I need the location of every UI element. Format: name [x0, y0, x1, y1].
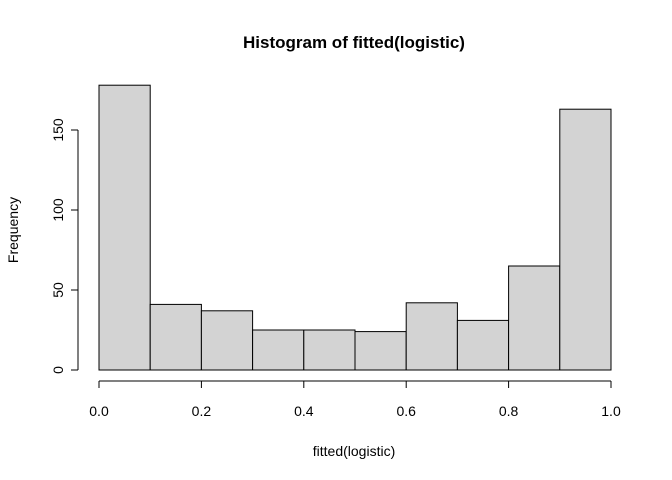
y-tick-label: 0: [50, 366, 66, 374]
histogram-bar: [252, 329, 305, 371]
x-tick-label: 0.4: [294, 403, 314, 419]
histogram-bar: [405, 302, 458, 371]
x-tick-label: 0.2: [192, 403, 212, 419]
histogram-bar: [354, 331, 407, 371]
y-tick-label: 100: [50, 198, 66, 222]
x-axis: 0.0 0.2 0.4 0.6 0.8 1.0: [89, 380, 621, 419]
histogram-bar: [149, 303, 202, 371]
histogram-bar: [98, 84, 151, 371]
histogram-bar: [559, 108, 612, 371]
histogram-bar: [303, 329, 356, 371]
y-axis: 0 50 100 150: [50, 118, 79, 374]
x-tick-label: 0.8: [499, 403, 519, 419]
histogram-bar: [508, 265, 561, 371]
histogram-bar: [456, 319, 510, 371]
histogram-bar: [200, 310, 254, 371]
x-axis-label: fitted(logistic): [313, 443, 395, 459]
y-axis-label: Frequency: [5, 197, 21, 263]
y-tick-label: 150: [50, 118, 66, 142]
x-tick-label: 0.6: [396, 403, 416, 419]
chart-title: Histogram of fitted(logistic): [243, 33, 465, 52]
bars-group: [98, 84, 612, 371]
x-tick-label: 0.0: [89, 403, 109, 419]
x-tick-label: 1.0: [601, 403, 621, 419]
y-tick-label: 50: [50, 282, 66, 298]
